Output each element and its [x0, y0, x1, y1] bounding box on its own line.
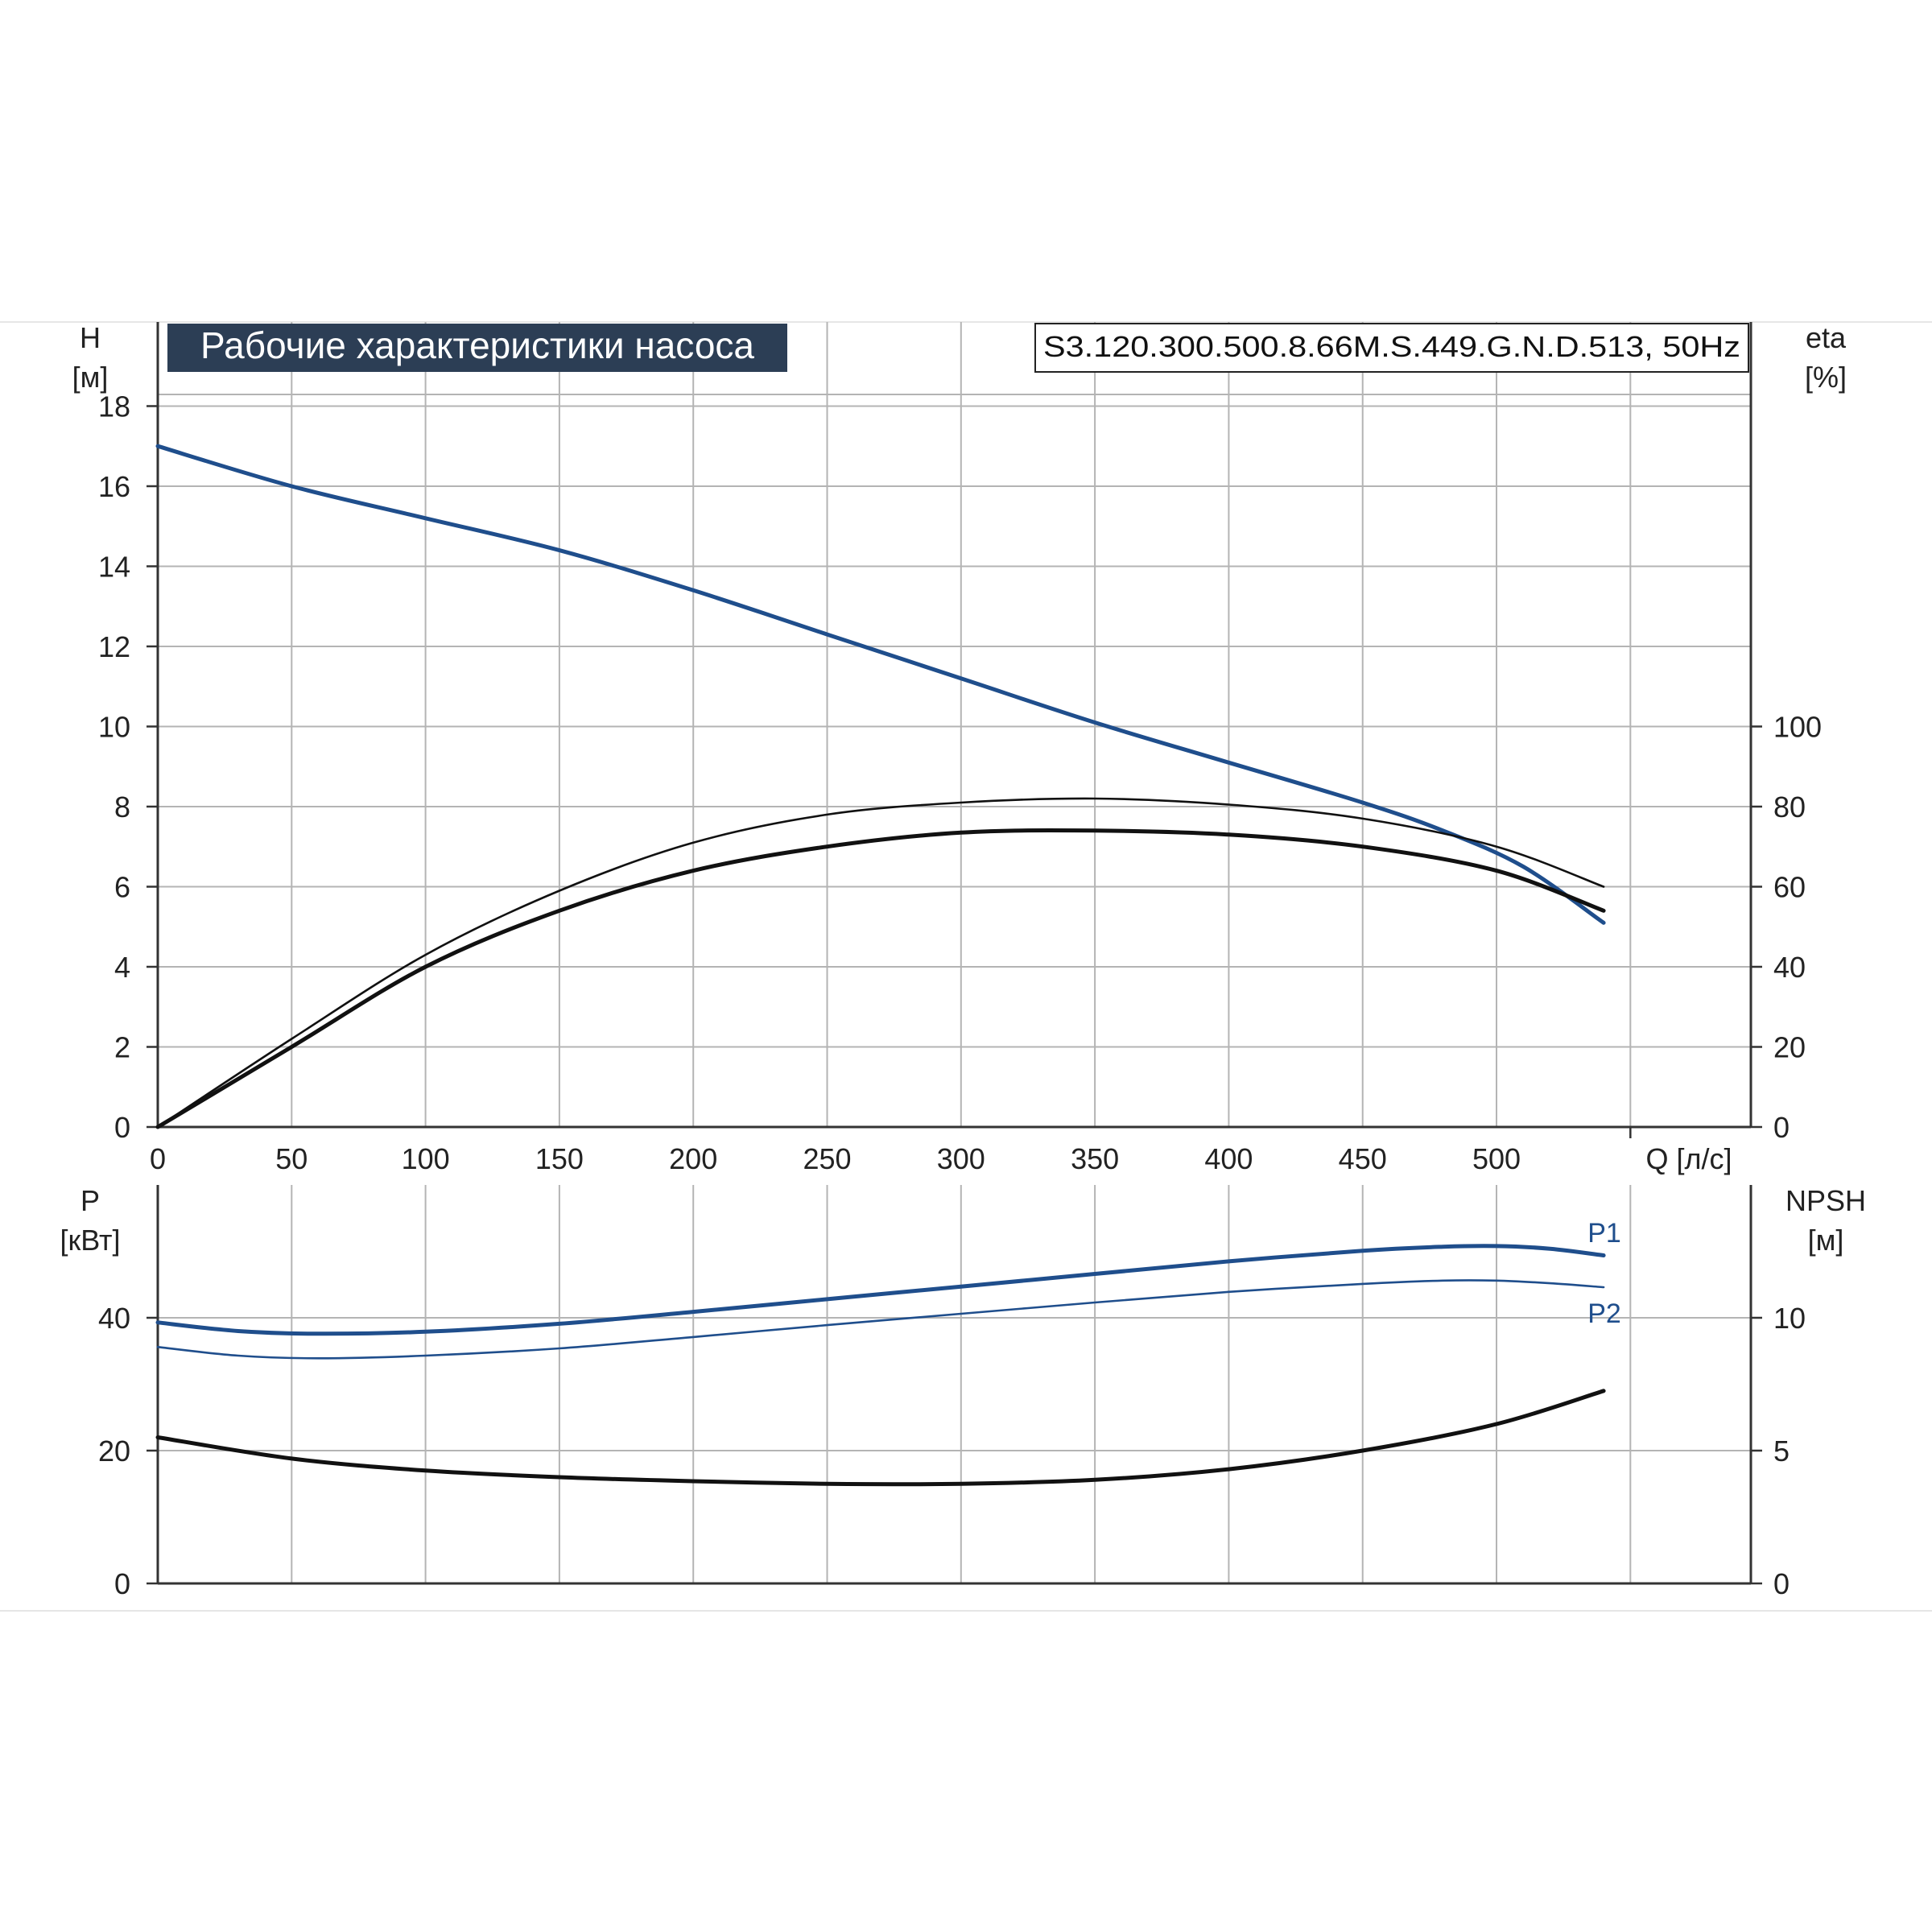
title-box: Рабочие характеристики насоса [167, 324, 787, 372]
model-frame [1034, 323, 1749, 373]
y-left-tick-label: 20 [98, 1435, 130, 1468]
model-label: S3.120.300.500.8.66M.S.449.G.N.D.513, 50… [1043, 330, 1740, 363]
y-left-tick-label: 40 [98, 1302, 130, 1335]
x-tick-label: 250 [803, 1142, 851, 1175]
y-right-tick-label: 100 [1773, 710, 1822, 743]
y-left-tick-label: 0 [114, 1567, 130, 1600]
y-left-tick-label: 14 [98, 550, 130, 583]
y-left-tick-label: 0 [114, 1111, 130, 1144]
y-right-tick-label: 60 [1773, 870, 1806, 903]
x-tick-label: 0 [150, 1142, 166, 1175]
y-left-tick-label: 8 [114, 791, 130, 824]
y-left-axis-unit: [кВт] [60, 1224, 120, 1257]
x-axis-label: Q [л/с] [1645, 1142, 1732, 1175]
y-left-tick-label: 18 [98, 390, 130, 423]
x-tick-label: 400 [1204, 1142, 1253, 1175]
y-right-axis-title: eta [1806, 321, 1847, 354]
series-line-npsh-curve [155, 1389, 1606, 1487]
series-line-p2 [156, 1279, 1605, 1360]
y-right-tick-label: 10 [1773, 1302, 1806, 1335]
y-right-tick-label: 20 [1773, 1030, 1806, 1063]
x-tick-label: 150 [535, 1142, 584, 1175]
series-label-p2: P2 [1587, 1298, 1621, 1329]
y-left-tick-label: 12 [98, 630, 130, 663]
series-label-p1: P1 [1587, 1218, 1621, 1249]
series-line-head-curve [155, 444, 1606, 925]
y-right-tick-label: 0 [1773, 1567, 1790, 1600]
title-background [167, 324, 787, 372]
y-left-tick-label: 16 [98, 470, 130, 503]
curve-tag-p2: P2 [1587, 1298, 1621, 1329]
y-right-tick-label: 80 [1773, 791, 1806, 824]
y-left-tick-label: 2 [114, 1030, 130, 1063]
x-tick-label: 300 [937, 1142, 985, 1175]
chart-title: Рабочие характеристики насоса [200, 324, 754, 366]
y-left-axis-unit: [м] [72, 361, 109, 394]
y-left-tick-label: 10 [98, 710, 130, 743]
y-right-tick-label: 40 [1773, 951, 1806, 984]
x-tick-label: 100 [402, 1142, 450, 1175]
y-right-axis-title: NPSH [1785, 1184, 1866, 1217]
y-left-tick-label: 6 [114, 870, 130, 903]
curve-tag-p1: P1 [1587, 1218, 1621, 1249]
model-box: S3.120.300.500.8.66M.S.449.G.N.D.513, 50… [1034, 323, 1749, 373]
y-right-axis-unit: [м] [1808, 1224, 1844, 1257]
y-left-axis-title: H [80, 321, 101, 354]
bottom-panel: 0 20 40 0 5 10 P [кВт] NPSH [м] [60, 1184, 1866, 1600]
x-tick-label: 50 [275, 1142, 308, 1175]
y-right-tick-label: 5 [1773, 1435, 1790, 1468]
series-line-efficiency-curve [156, 797, 1605, 1129]
y-right-axis-unit: [%] [1805, 361, 1847, 394]
series-line-p1 [155, 1244, 1606, 1336]
x-tick-label: 350 [1071, 1142, 1119, 1175]
y-left-axis-title: P [80, 1184, 100, 1217]
top-panel: 0 2 4 6 8 10 12 14 16 18 0 20 40 60 80 100 0 50 100 150 200 2… [72, 321, 1847, 1175]
series-line-total-efficiency-curve [155, 828, 1606, 1129]
x-tick-label: 450 [1339, 1142, 1387, 1175]
y-left-tick-label: 4 [114, 951, 130, 984]
x-tick-label: 200 [669, 1142, 717, 1175]
y-right-tick-label: 0 [1773, 1111, 1790, 1144]
x-tick-label: 500 [1472, 1142, 1521, 1175]
